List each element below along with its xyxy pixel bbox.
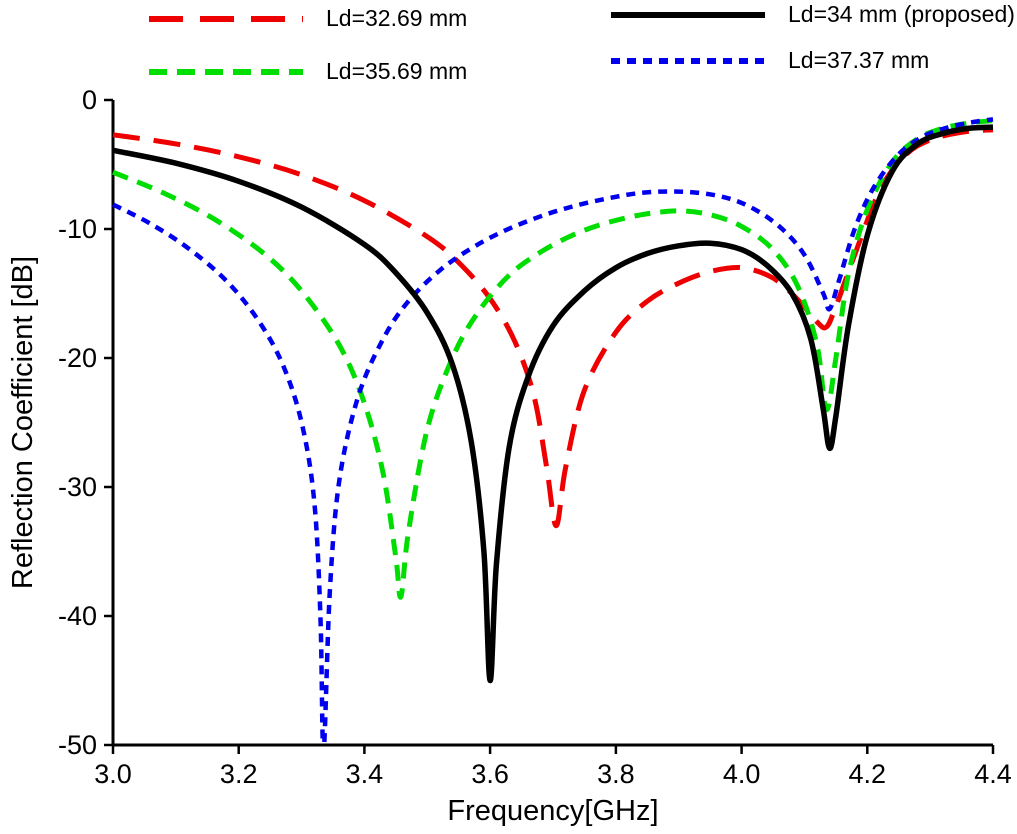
x-tick-label: 4.0 bbox=[723, 759, 761, 789]
legend: Ld=32.69 mm Ld=35.69 mm Ld=34 mm (propos… bbox=[0, 0, 1017, 100]
y-tick-label: -10 bbox=[58, 214, 97, 244]
x-axis-title: Frequency[GHz] bbox=[447, 795, 658, 827]
legend-sample-green-dash bbox=[149, 68, 303, 75]
y-tick-label: -30 bbox=[58, 472, 97, 502]
legend-column-left: Ld=32.69 mm Ld=35.69 mm bbox=[146, 5, 467, 85]
y-tick-label: 0 bbox=[82, 85, 97, 115]
series-line-2 bbox=[112, 124, 994, 684]
x-tick-label: 4.4 bbox=[974, 759, 1012, 789]
legend-item: Ld=34 mm (proposed) bbox=[608, 1, 1015, 28]
x-tick-label: 3.6 bbox=[471, 759, 509, 789]
legend-label: Ld=35.69 mm bbox=[326, 58, 468, 84]
x-tick-label: 3.8 bbox=[597, 759, 635, 789]
y-tick-label: -40 bbox=[58, 601, 97, 631]
x-tick-label: 3.4 bbox=[346, 759, 384, 789]
x-tick-label: 3.0 bbox=[94, 759, 132, 789]
y-tick-label: -50 bbox=[58, 730, 97, 760]
series-line-1 bbox=[112, 118, 994, 600]
legend-sample-black-solid bbox=[611, 11, 765, 18]
legend-label: Ld=32.69 mm bbox=[326, 5, 468, 31]
series-line-3 bbox=[112, 117, 994, 745]
x-tick-label: 3.2 bbox=[220, 759, 258, 789]
legend-item: Ld=32.69 mm bbox=[146, 5, 467, 32]
legend-column-right: Ld=34 mm (proposed) Ld=37.37 mm bbox=[608, 1, 1015, 74]
x-tick-label: 4.2 bbox=[849, 759, 887, 789]
legend-item: Ld=35.69 mm bbox=[146, 58, 467, 85]
y-tick-label: -20 bbox=[58, 343, 97, 373]
legend-item: Ld=37.37 mm bbox=[608, 47, 1015, 74]
y-axis-title: Reflection Coefficient [dB] bbox=[7, 256, 39, 589]
legend-sample-red-dash bbox=[149, 15, 303, 22]
legend-sample-blue-dash bbox=[611, 57, 765, 64]
legend-label: Ld=34 mm (proposed) bbox=[788, 1, 1015, 27]
legend-label: Ld=37.37 mm bbox=[788, 47, 930, 73]
